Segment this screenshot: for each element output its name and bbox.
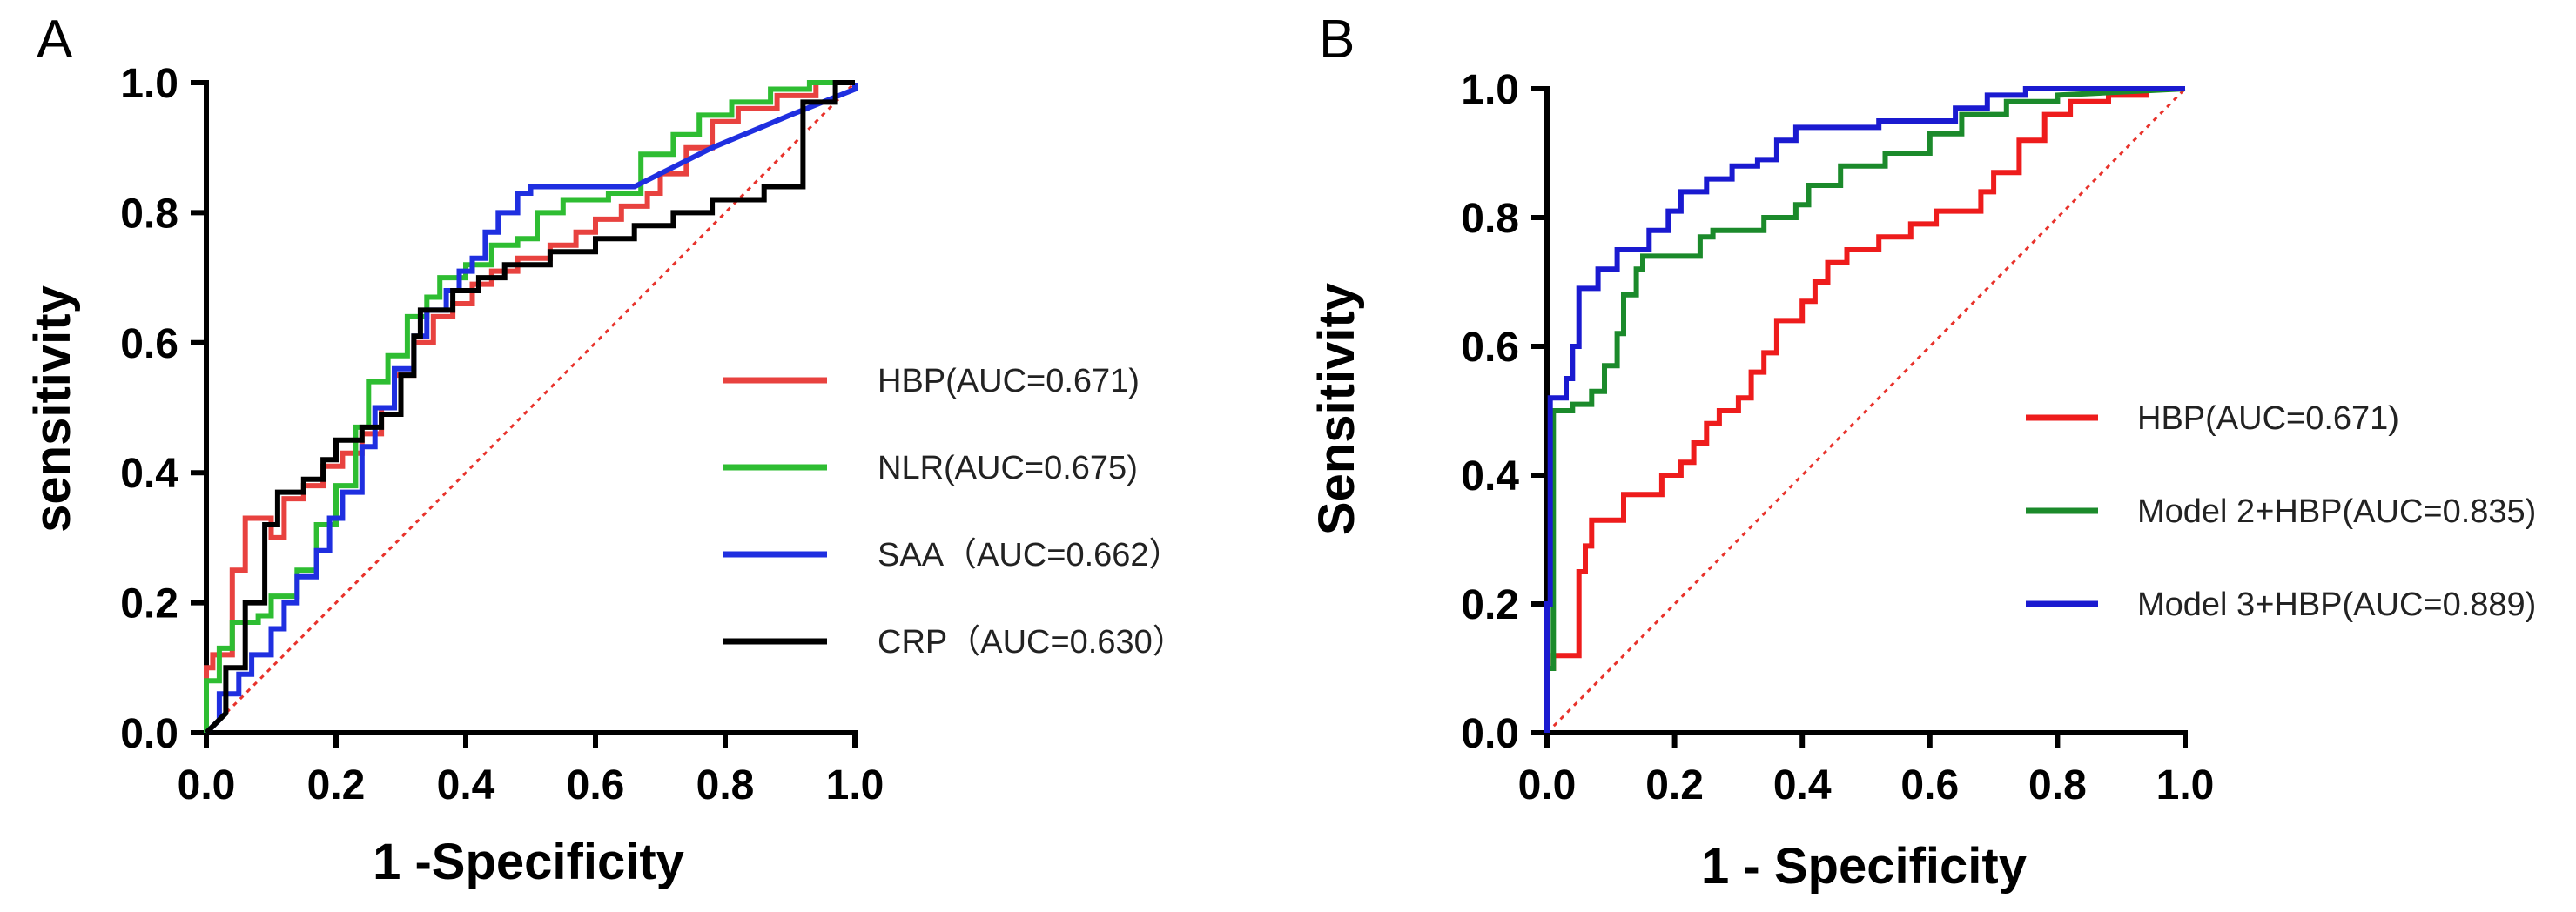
panel-b-series-line-2: [1544, 86, 2185, 733]
panel-b-x-tick-label: 0.2: [1645, 762, 1704, 808]
panel-b-letter: B: [1319, 10, 1355, 70]
panel-b-y-tick-label: 0.8: [1461, 196, 1519, 242]
panel-b-x-tick-label: 1.0: [2156, 762, 2215, 808]
panel-b-y-tick-label: 0.2: [1461, 582, 1519, 628]
panel-a-y-tick-label: 0.8: [120, 191, 178, 237]
panel-b-legend-label-0: HBP(AUC=0.671): [2137, 400, 2399, 437]
panel-a-y-axis-title: sensitivity: [24, 285, 81, 533]
panel-b-x-tick-label: 0.0: [1518, 762, 1577, 808]
panel-b-plot: 0.0 0.2 0.4 0.6 0.8 1.0 0.0 0.2 0.4 0.6 0.8 1.0 HBP(…: [1461, 67, 2536, 808]
panel-a-x-tick-label: 0.2: [307, 762, 366, 808]
panel-a-reference-diagonal: [205, 81, 857, 734]
panel-a-y-tick-label: 0.0: [120, 711, 178, 757]
panel-a-series-line-1: [204, 80, 855, 733]
panel-a-x-tick-label: 1.0: [826, 762, 884, 808]
panel-b-x-tick-label: 0.8: [2028, 762, 2087, 808]
panel-a-y-tick-label: 1.0: [120, 61, 178, 107]
panel-b-y-tick-label: 1.0: [1461, 67, 1519, 113]
panel-b-series-line-1: [1544, 86, 2186, 733]
panel-b-legend-label-1: Model 2+HBP(AUC=0.835): [2137, 493, 2536, 530]
panel-b-series-line-0: [1544, 86, 2185, 733]
panel-a-y-tick-label: 0.2: [120, 581, 178, 627]
panel-a-x-axis-title: 1 -Specificity: [373, 834, 684, 890]
panel-b-y-tick-label: 0.4: [1461, 453, 1519, 500]
panel-b-x-tick-label: 0.6: [1900, 762, 1959, 808]
panel-a-x-tick-label: 0.8: [696, 762, 755, 808]
panel-b-y-tick-label: 0.0: [1461, 711, 1519, 757]
panel-b-y-tick-label: 0.6: [1461, 325, 1519, 371]
panel-b-x-tick-label: 0.4: [1773, 762, 1832, 808]
panel-a-y-tick-label: 0.4: [120, 451, 178, 497]
panel-a-legend-label-0: HBP(AUC=0.671): [878, 363, 1140, 399]
panel-a: A 0.0 0.2 0.4 0.6 0.8 1.0 0.0 0.2 0.4 0.6 0.8 1.0 HB…: [24, 10, 1186, 890]
panel-b-y-axis-title: Sensitivity: [1308, 283, 1365, 535]
panel-a-x-tick-label: 0.6: [567, 762, 625, 808]
panel-b-reference-diagonal: [1545, 87, 2187, 734]
panel-a-series-line-2: [204, 83, 858, 735]
panel-a-letter: A: [37, 10, 73, 70]
panel-b-x-axis-title: 1 - Specificity: [1701, 838, 2027, 895]
panel-a-plot: 0.0 0.2 0.4 0.6 0.8 1.0 0.0 0.2 0.4 0.6 0.8 1.0 HBP(…: [120, 61, 1185, 808]
panel-a-legend-label-3: CRP（AUC=0.630）: [878, 624, 1186, 661]
panel-b-legend-label-2: Model 3+HBP(AUC=0.889): [2137, 587, 2536, 623]
panel-a-series-line-3: [204, 80, 855, 735]
panel-a-x-tick-label: 0.0: [178, 762, 236, 808]
panel-a-y-tick-label: 0.6: [120, 321, 178, 367]
panel-a-legend-label-1: NLR(AUC=0.675): [878, 450, 1138, 486]
panel-b: B 0.0 0.2 0.4 0.6 0.8 1.0 0.0 0.2 0.4 0.6 0.8 1.0 HB…: [1308, 10, 2536, 895]
panel-a-legend-label-2: SAA（AUC=0.662）: [878, 537, 1182, 573]
panel-a-x-tick-label: 0.4: [437, 762, 495, 808]
